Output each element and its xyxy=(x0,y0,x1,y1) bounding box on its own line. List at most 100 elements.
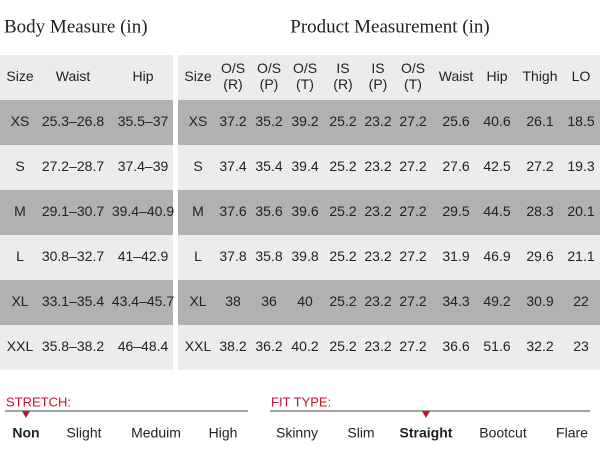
header-cell: (R) xyxy=(223,76,242,92)
cell: 35.5–37 xyxy=(118,113,169,129)
header-cell: Waist xyxy=(56,68,91,84)
cell: 27.2 xyxy=(399,203,426,219)
scale-option: Bootcut xyxy=(479,425,527,441)
scale-option: Slim xyxy=(347,425,374,441)
cell: 23.2 xyxy=(364,203,391,219)
cell: 39.8 xyxy=(291,248,318,264)
cell: L xyxy=(194,248,202,264)
cell: 29.1–30.7 xyxy=(42,203,104,219)
cell: 37.6 xyxy=(219,203,246,219)
header-cell: (P) xyxy=(260,76,279,92)
header-cell: Size xyxy=(184,68,211,84)
cell: 25.2 xyxy=(329,113,356,129)
cell: 19.3 xyxy=(567,158,594,174)
header-cell: O/S xyxy=(293,60,317,76)
cell: XL xyxy=(189,293,206,309)
cell: XXL xyxy=(185,338,212,354)
cell: 27.2 xyxy=(399,113,426,129)
header-cell: O/S xyxy=(257,60,281,76)
cell: 25.2 xyxy=(329,293,356,309)
cell: 28.3 xyxy=(526,203,553,219)
header-cell: (T) xyxy=(296,76,314,92)
cell: 35.8–38.2 xyxy=(42,338,104,354)
cell: 36 xyxy=(261,293,277,309)
header-cell: O/S xyxy=(221,60,245,76)
header-cell: Hip xyxy=(132,68,153,84)
row-bg xyxy=(178,325,600,370)
row-bg xyxy=(0,190,173,235)
cell: 39.6 xyxy=(291,203,318,219)
cell: 30.8–32.7 xyxy=(42,248,104,264)
cell: S xyxy=(15,158,24,174)
scale-option: Slight xyxy=(66,425,101,441)
scale-label: FIT TYPE: xyxy=(271,394,331,409)
cell: 23.2 xyxy=(364,113,391,129)
cell: 23.2 xyxy=(364,158,391,174)
cell: XXL xyxy=(7,338,34,354)
cell: 41–42.9 xyxy=(118,248,169,264)
cell: 29.6 xyxy=(526,248,553,264)
scale-option: Flare xyxy=(556,425,588,441)
product-title: Product Measurement (in) xyxy=(290,16,489,37)
cell: 22 xyxy=(573,293,589,309)
cell: 38 xyxy=(225,293,241,309)
cell: 20.1 xyxy=(567,203,594,219)
cell: 43.4–45.7 xyxy=(112,293,174,309)
cell: 31.9 xyxy=(442,248,469,264)
cell: M xyxy=(14,203,26,219)
header-cell: LO xyxy=(572,68,591,84)
row-bg xyxy=(178,190,600,235)
cell: 35.8 xyxy=(255,248,282,264)
cell: 34.3 xyxy=(442,293,469,309)
cell: 25.6 xyxy=(442,113,469,129)
cell: 42.5 xyxy=(483,158,510,174)
row-bg xyxy=(178,145,600,190)
scale-option: Meduim xyxy=(131,425,181,441)
cell: 46–48.4 xyxy=(118,338,169,354)
header-cell: (T) xyxy=(404,76,422,92)
cell: 39.2 xyxy=(291,113,318,129)
cell: 40.2 xyxy=(291,338,318,354)
header-cell: IS xyxy=(371,60,384,76)
cell: 25.2 xyxy=(329,338,356,354)
cell: 40.6 xyxy=(483,113,510,129)
cell: 37.4 xyxy=(219,158,246,174)
row-bg xyxy=(0,235,173,280)
cell: 25.2 xyxy=(329,203,356,219)
cell: 32.2 xyxy=(526,338,553,354)
cell: 25.2 xyxy=(329,248,356,264)
cell: 37.2 xyxy=(219,113,246,129)
header-bg xyxy=(178,55,600,100)
cell: S xyxy=(193,158,202,174)
cell: 29.5 xyxy=(442,203,469,219)
cell: 44.5 xyxy=(483,203,510,219)
cell: 40 xyxy=(297,293,313,309)
cell: 23.2 xyxy=(364,293,391,309)
cell: 25.2 xyxy=(329,158,356,174)
cell: 37.4–39 xyxy=(118,158,169,174)
cell: 38.2 xyxy=(219,338,246,354)
header-cell: IS xyxy=(336,60,349,76)
row-bg xyxy=(178,280,600,325)
cell: 27.2–28.7 xyxy=(42,158,104,174)
row-bg xyxy=(0,145,173,190)
cell: 35.2 xyxy=(255,113,282,129)
cell: XL xyxy=(11,293,28,309)
cell: 46.9 xyxy=(483,248,510,264)
cell: 27.2 xyxy=(399,158,426,174)
header-cell: Waist xyxy=(439,68,474,84)
cell: 23 xyxy=(573,338,589,354)
cell: 39.4–40.9 xyxy=(112,203,174,219)
scale-label: STRETCH: xyxy=(6,394,71,409)
selected-marker xyxy=(422,411,430,418)
cell: 49.2 xyxy=(483,293,510,309)
cell: 27.2 xyxy=(399,293,426,309)
header-cell: (R) xyxy=(333,76,352,92)
cell: 21.1 xyxy=(567,248,594,264)
cell: 26.1 xyxy=(526,113,553,129)
cell: 35.6 xyxy=(255,203,282,219)
selected-marker xyxy=(22,411,30,418)
header-cell: Hip xyxy=(486,68,507,84)
cell: 23.2 xyxy=(364,338,391,354)
cell: 23.2 xyxy=(364,248,391,264)
